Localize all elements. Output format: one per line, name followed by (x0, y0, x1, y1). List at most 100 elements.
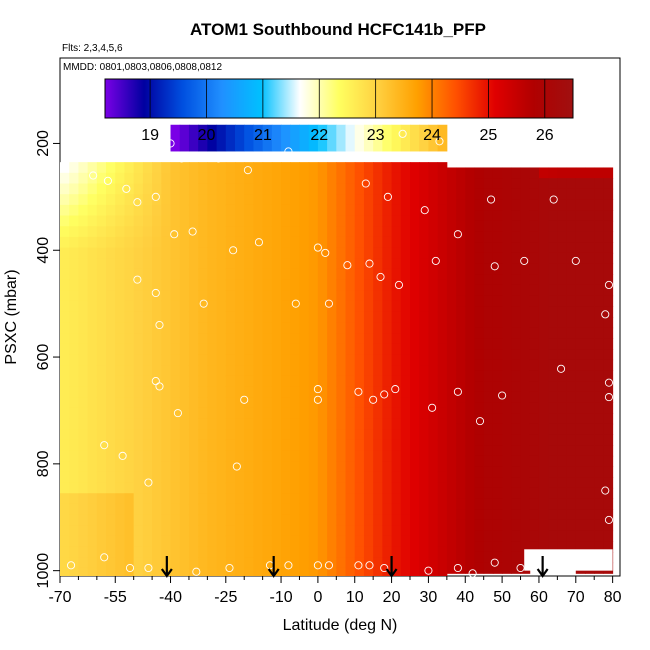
heatmap-cell (78, 204, 89, 217)
heatmap-cell (354, 226, 365, 238)
heatmap-cell (575, 242, 586, 254)
heatmap-cell (60, 450, 70, 462)
sample-point (490, 558, 499, 567)
heatmap-cell (198, 493, 208, 505)
heatmap-cell (225, 226, 236, 238)
heatmap-cell (271, 124, 282, 152)
heatmap-cell (520, 445, 531, 457)
heatmap-cell (474, 327, 485, 339)
heatmap-cell (391, 322, 402, 334)
heatmap-cell (373, 236, 383, 249)
heatmap-cell (363, 407, 374, 419)
heatmap-cell (363, 567, 374, 576)
heatmap-cell (142, 162, 153, 174)
heatmap-cell (271, 397, 282, 409)
heatmap-cell (271, 311, 282, 323)
heatmap-cell (502, 455, 512, 468)
heatmap-cell (538, 252, 549, 265)
heatmap-cell (327, 183, 337, 195)
heatmap-cell (492, 391, 503, 403)
sample-point (214, 154, 223, 163)
heatmap-cell (253, 439, 264, 452)
heatmap-cell (152, 172, 162, 184)
heatmap-cell (529, 402, 540, 414)
heatmap-cell (317, 183, 328, 195)
heatmap-cell (225, 333, 236, 345)
heatmap-cell (115, 365, 125, 377)
heatmap-cell (327, 194, 337, 206)
heatmap-cell (603, 445, 614, 457)
heatmap-cell (400, 311, 411, 323)
heatmap-cell (465, 284, 475, 297)
heatmap-cell (354, 172, 365, 184)
heatmap-cell (308, 461, 319, 473)
heatmap-cell (410, 407, 420, 419)
x-tick-label: 40 (456, 589, 474, 606)
heatmap-cell (594, 530, 604, 542)
heatmap-cell (96, 567, 107, 576)
heatmap-cell (373, 204, 383, 217)
heatmap-cell (124, 525, 135, 537)
heatmap-cell (428, 290, 439, 302)
heatmap-cell (281, 124, 291, 152)
heatmap-cell (327, 482, 337, 494)
heatmap-cell (410, 493, 420, 505)
heatmap-cell (170, 124, 181, 152)
heatmap-cell (235, 258, 245, 270)
heatmap-cell (133, 343, 144, 355)
heatmap-cell (585, 306, 595, 318)
heatmap-cell (345, 247, 356, 259)
heatmap-cell (253, 525, 264, 537)
heatmap-cell (465, 338, 475, 350)
heatmap-cell (400, 194, 411, 206)
heatmap-cell (96, 439, 107, 452)
heatmap-cell (456, 210, 466, 222)
y-tick-label: 1000 (35, 553, 52, 589)
heatmap-cell (382, 300, 393, 313)
heatmap-cell (281, 322, 291, 334)
heatmap-cell (262, 375, 273, 387)
heatmap-cell (520, 466, 531, 478)
heatmap-cell (69, 300, 79, 313)
heatmap-cell (345, 300, 356, 313)
heatmap-cell (474, 359, 485, 371)
sample-point (313, 243, 322, 252)
heatmap-cell (262, 194, 273, 206)
heatmap-cell (345, 514, 356, 526)
heatmap-cell (446, 252, 457, 265)
heatmap-cell (437, 162, 448, 174)
heatmap-cell (170, 258, 181, 270)
heatmap-cell (511, 338, 522, 350)
heatmap-cell (106, 439, 116, 452)
heatmap-cell (502, 487, 512, 500)
heatmap-cell (575, 317, 586, 329)
heatmap-cell (96, 429, 107, 441)
heatmap-cell (281, 429, 291, 441)
heatmap-cell (60, 546, 70, 558)
heatmap-cell (585, 370, 595, 382)
heatmap-cell (354, 557, 365, 569)
heatmap-cell (308, 343, 319, 355)
heatmap-cell (198, 279, 208, 291)
heatmap-cell (152, 290, 162, 302)
heatmap-cell (87, 172, 98, 184)
heatmap-cell (60, 333, 70, 345)
heatmap-cell (511, 445, 522, 457)
heatmap-cell (483, 391, 494, 403)
heatmap-cell (345, 439, 356, 452)
heatmap-cell (400, 471, 411, 484)
heatmap-cell (363, 439, 374, 452)
heatmap-cell (271, 514, 282, 526)
heatmap-cell (345, 322, 356, 334)
heatmap-cell (529, 445, 540, 457)
heatmap-cell (308, 226, 319, 238)
heatmap-cell (133, 439, 144, 452)
heatmap-cell (235, 247, 245, 259)
heatmap-cell (557, 477, 568, 489)
heatmap-cell (354, 461, 365, 473)
heatmap-cell (262, 567, 273, 576)
heatmap-cell (244, 525, 254, 537)
heatmap-cell (594, 210, 604, 222)
heatmap-cell (538, 402, 549, 414)
heatmap-cell (327, 525, 337, 537)
